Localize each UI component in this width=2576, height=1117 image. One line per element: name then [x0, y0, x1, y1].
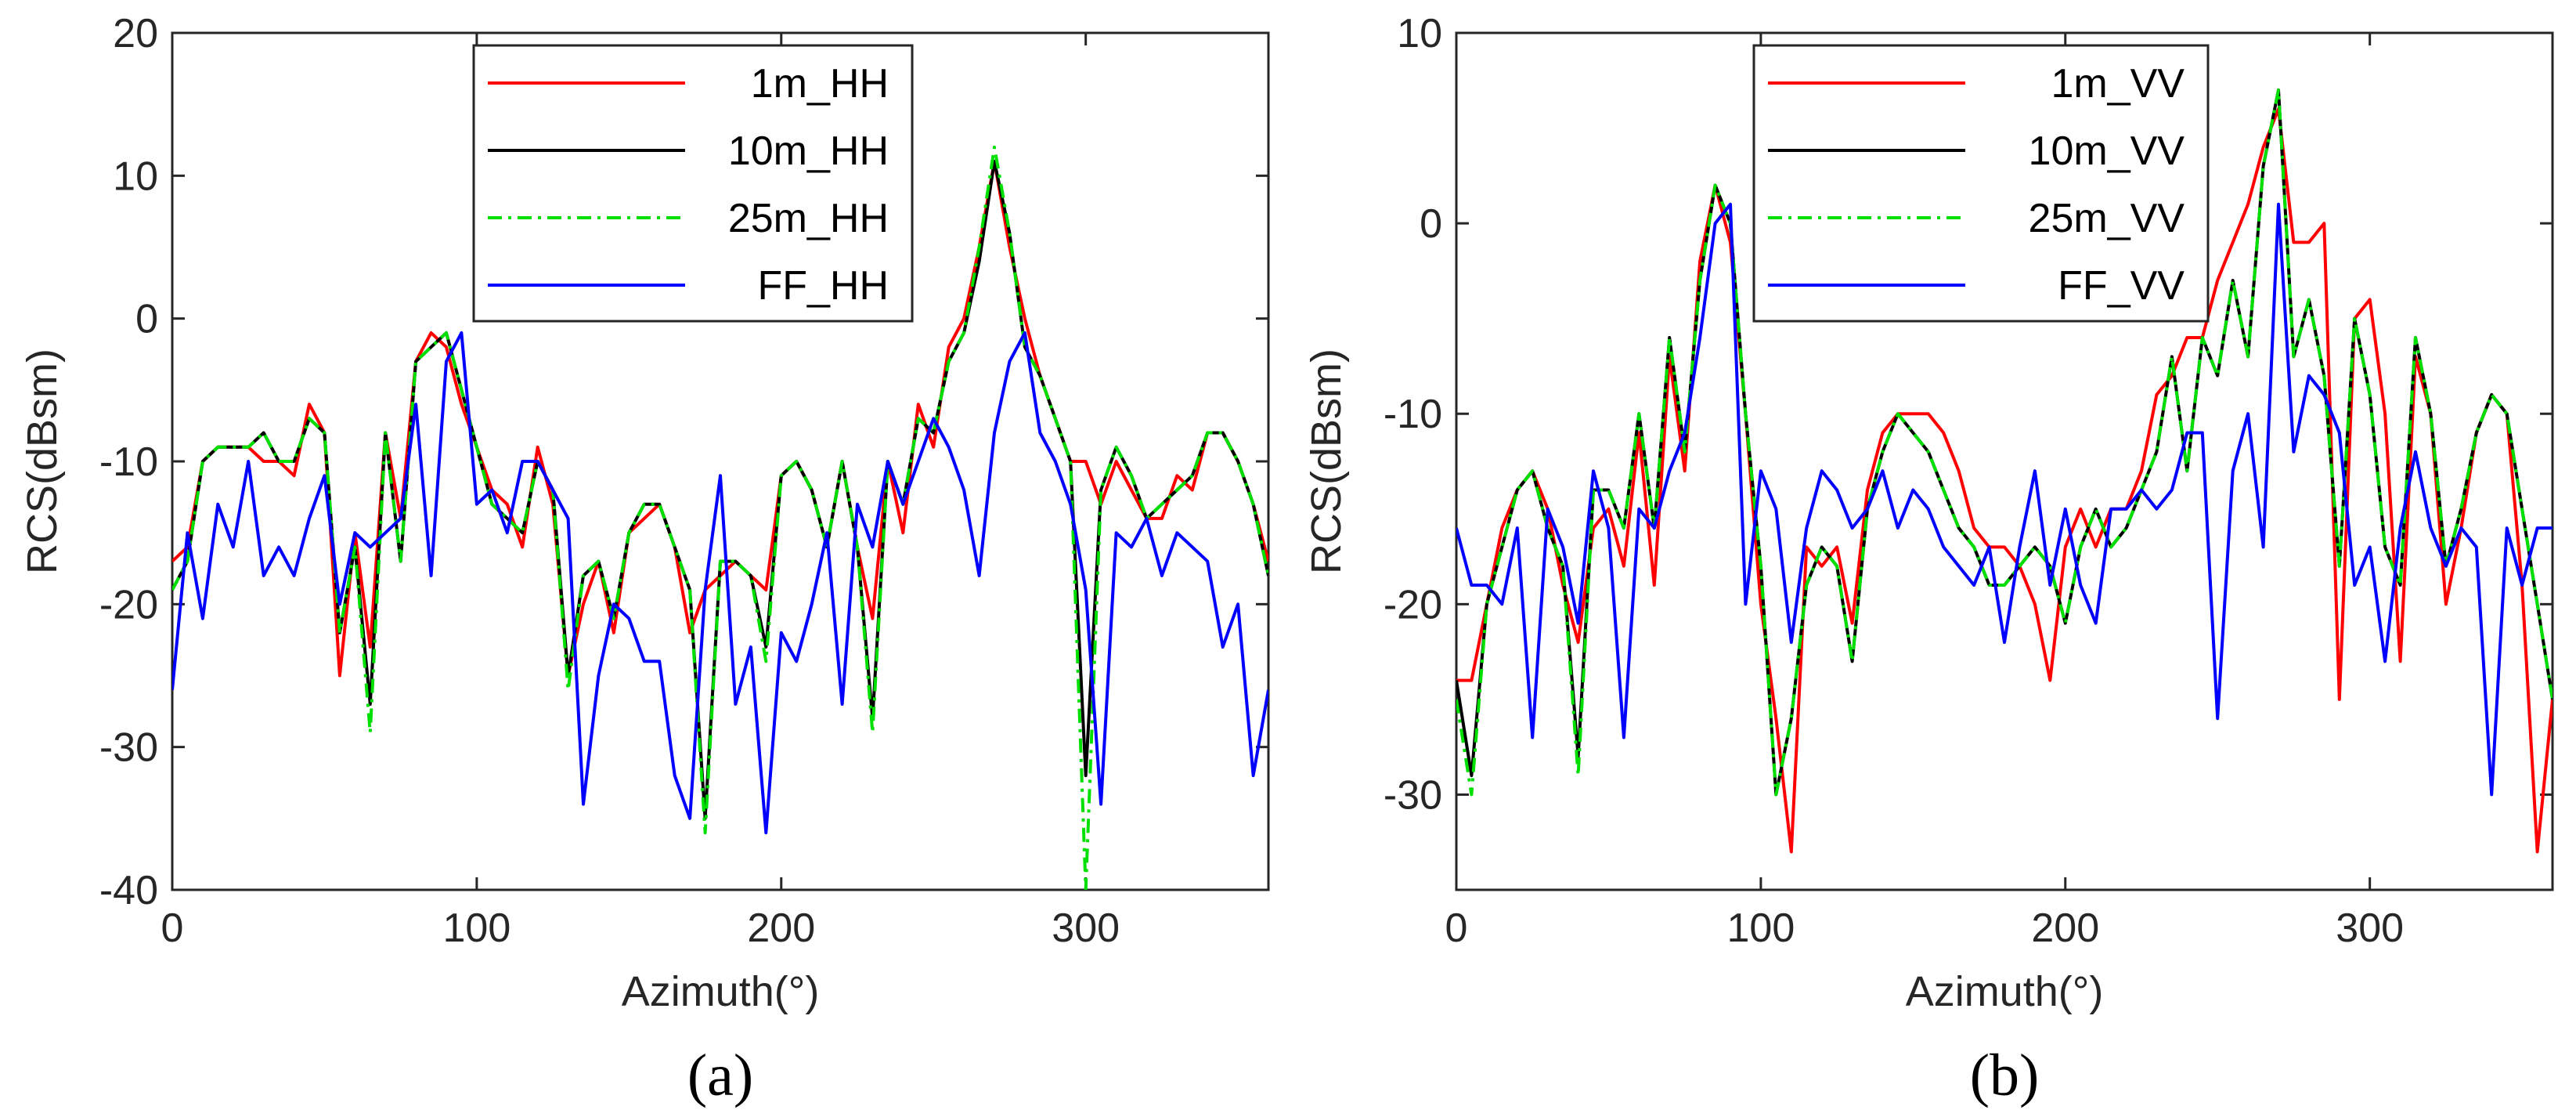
x-tick-label: 0 — [161, 906, 184, 951]
legend-label-25m_HH: 25m_HH — [728, 196, 889, 241]
x-tick-label: 100 — [443, 906, 511, 951]
y-axis-label: RCS(dBsm) — [19, 349, 66, 574]
y-tick-label: -20 — [99, 582, 158, 627]
chart-panel-b: 100-10-20-300 100 200 300Azimuth(°)RCS(dBsm… — [1303, 11, 2554, 1108]
series-group — [1456, 88, 2553, 854]
legend-label-1m_VV: 1m_VV — [2051, 61, 2185, 107]
y-axis-label: RCS(dBsm) — [1303, 349, 1350, 574]
x-tick-label: 300 — [2336, 906, 2404, 951]
legend-box — [472, 44, 914, 323]
y-tick-label: -30 — [99, 725, 158, 771]
legend-label-FF_HH: FF_HH — [757, 263, 889, 309]
y-tick-label: 10 — [1397, 11, 1442, 56]
legend: 1m_VV 10m_VV 25m_VV FF_VV — [1752, 44, 2210, 323]
x-axis-label: Azimuth(°) — [1906, 968, 2104, 1015]
x-tick-label: 200 — [2031, 906, 2099, 951]
series-line-25m_HH — [172, 145, 1268, 890]
legend-label-25m_VV: 25m_VV — [2029, 196, 2185, 241]
x-tick-label: 100 — [1727, 906, 1795, 951]
y-tick-label: -30 — [1384, 772, 1442, 818]
y-tick-label: 0 — [1420, 201, 1442, 247]
series-line-FF_HH — [172, 331, 1268, 835]
panel-label: (b) — [1970, 1043, 2040, 1108]
legend: 1m_HH 10m_HH 25m_HH FF_HH — [472, 44, 914, 323]
legend-label-10m_VV: 10m_VV — [2029, 128, 2185, 174]
panel-label: (a) — [687, 1043, 753, 1108]
y-tick-label: 0 — [135, 297, 158, 342]
legend-box — [1752, 44, 2210, 323]
legend-label-1m_HH: 1m_HH — [751, 61, 889, 107]
legend-label-FF_VV: FF_VV — [2058, 263, 2185, 309]
x-axis-label: Azimuth(°) — [622, 968, 820, 1015]
x-tick-label: 300 — [1052, 906, 1120, 951]
x-tick-label: 200 — [747, 906, 815, 951]
series-line-FF_VV — [1456, 202, 2553, 797]
y-tick-label: -10 — [1384, 392, 1442, 437]
legend-label-10m_HH: 10m_HH — [728, 128, 889, 174]
x-tick-label: 0 — [1445, 906, 1468, 951]
y-tick-label: -10 — [99, 439, 158, 485]
y-tick-label: 20 — [113, 11, 158, 56]
y-tick-label: 10 — [113, 154, 158, 199]
series-group — [172, 145, 1268, 890]
y-tick-label: -20 — [1384, 582, 1442, 627]
series-line-25m_VV — [1456, 88, 2553, 797]
y-tick-label: -40 — [99, 868, 158, 913]
series-line-1m_VV — [1456, 107, 2553, 854]
